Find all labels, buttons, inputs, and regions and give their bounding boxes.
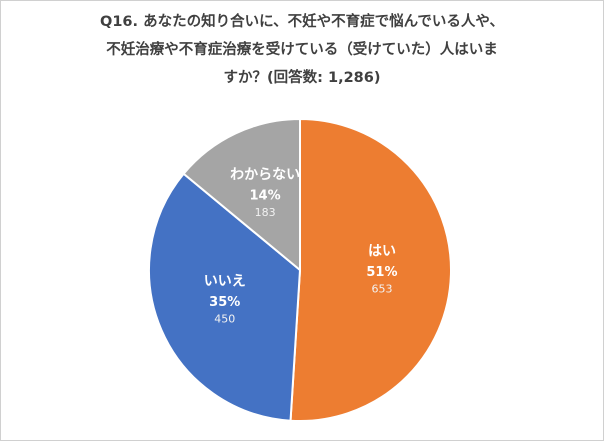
slice-name: いいえ [204, 274, 246, 290]
slice-count: 183 [255, 206, 276, 219]
slice-count: 450 [214, 313, 235, 326]
slice-name: はい [368, 244, 396, 260]
pie-slice [289, 117, 452, 422]
pie-slice [182, 117, 301, 273]
chart-title: すか？(回答数: 1,286) [224, 68, 381, 86]
slice-count: 653 [371, 283, 392, 296]
chart-title: 不妊治療や不育症治療を受けている（受けていた）人はいま [106, 40, 498, 58]
slice-name: わからない [230, 167, 300, 183]
slice-percent: 35% [209, 295, 240, 310]
chart-title: Q16. あなたの知り合いに、不妊や不育症で悩んでいる人や、 [100, 12, 504, 30]
slice-percent: 14% [250, 188, 281, 203]
slice-percent: 51% [366, 265, 397, 280]
pie-slice [148, 172, 302, 422]
